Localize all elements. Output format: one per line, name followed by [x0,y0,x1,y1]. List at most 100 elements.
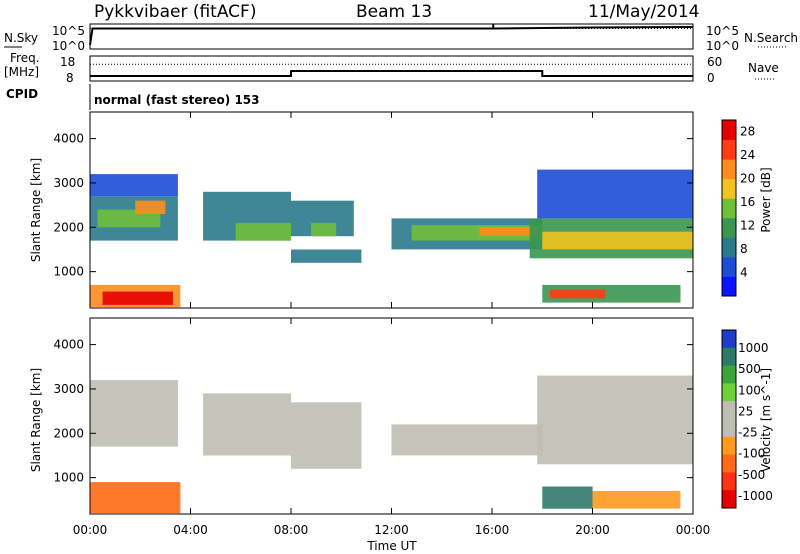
velocity-colorbar-segment [722,490,736,509]
freq-unit: [MHz] [4,65,39,79]
nsearch-label: N.Search [744,31,798,45]
velocity-band [592,490,681,509]
y-tick-label: 3000 [53,176,84,190]
power-band [135,200,166,214]
y-tick-label: 4000 [53,132,84,146]
time-x-axis: 00:00 04:00 08:00 12:00 16:00 20:00 00:00 [73,112,711,537]
velocity-band [291,402,362,469]
velocity-colorbar-segment [722,383,736,402]
velocity-colorbar-tick: -500 [738,468,765,482]
power-band [291,249,362,263]
beam-title: Beam 13 [356,2,432,22]
velocity-band [391,424,543,456]
velocity-colorbar-tick: 100 [738,383,761,397]
y-tick-label: 4000 [53,338,84,352]
power-colorbar-tick: 28 [740,125,755,139]
y-tick-label: 2000 [53,220,84,234]
velocity-colorbar-tick: 1000 [738,341,769,355]
velocity-data [90,375,693,514]
power-colorbar-frame [721,119,737,297]
velocity-band [537,375,693,465]
station-title: Pykkvibaer (fitACF) [94,2,256,22]
power-band [549,289,606,299]
velocity-colorbar-label: Velocity [m s^-1] [759,368,773,472]
x-tick-label: 00:00 [676,523,711,537]
x-tick-label: 12:00 [374,523,409,537]
velocity-colorbar-segment [722,347,736,367]
velocity-band [90,380,178,447]
power-panel: 1000 2000 3000 4000 Slant Range [km] 4 8 12 16… [29,111,773,309]
freq-strip-frame [89,55,694,82]
power-colorbar-segment [722,217,736,238]
velocity-colorbar-tick: -1000 [738,489,773,503]
nsearch-bottom-tick: 10^0 [706,39,739,53]
power-y-axis: 1000 2000 3000 4000 [53,132,693,279]
cpid-value: normal (fast stereo) 153 [94,93,260,107]
power-colorbar-label: Power [dB] [759,167,773,232]
power-band [537,169,693,219]
velocity-colorbar-segment [722,365,736,384]
velocity-colorbar-segment [722,401,736,420]
power-colorbar-segment [722,120,736,141]
date-title: 11/May/2014 [588,2,700,22]
power-colorbar-segment [722,237,736,258]
power-colorbar-segment [722,276,736,297]
freq-strip: Freq. [MHz] 18 8 60 0 Nave [4,51,779,85]
velocity-y-axis: 1000 2000 3000 4000 [53,338,693,485]
y-tick-label: 2000 [53,426,84,440]
power-colorbar-tick: 4 [740,266,748,280]
power-band [97,209,161,228]
x-tick-label: 16:00 [475,523,510,537]
velocity-colorbar-tick: -25 [738,426,758,440]
velocity-colorbar-segment [722,436,736,456]
cpid-label: CPID [6,87,38,101]
power-band [311,222,337,237]
power-colorbar-segment [722,159,736,180]
freq-series [90,63,693,77]
power-band [90,174,178,197]
velocity-colorbar-tick: 500 [738,362,761,376]
noise-series-line [89,26,694,46]
power-band [542,231,694,250]
nave-top-tick: 60 [707,55,722,69]
noise-series [89,24,694,46]
nsearch-top-tick: 10^5 [706,24,739,38]
freq-label: Freq. [10,51,40,65]
velocity-colorbar-segment [722,419,736,438]
velocity-panel: 1000 2000 3000 4000 00:00 04:00 08:00 12:00 16:… [29,112,773,553]
velocity-colorbar-frame [721,329,737,509]
power-colorbar-tick: 24 [740,148,755,162]
freq-top-tick: 18 [60,55,75,69]
noise-strip: N.Sky 10^5 10^0 10^5 10^0 N.Search [4,23,798,53]
velocity-colorbar-segment [722,472,736,491]
freq-series-line [90,70,693,77]
velocity-ylabel: Slant Range [km] [29,368,43,472]
power-band [102,291,173,305]
power-colorbar-tick: 8 [740,242,748,256]
velocity-colorbar-segment [722,330,736,349]
velocity-colorbar: 1000 500 100 25 -25 -100 -500 -1000 [721,329,773,509]
nsky-bottom-tick: 10^0 [52,39,85,53]
y-tick-label: 1000 [53,265,84,279]
nave-bottom-tick: 0 [707,71,715,85]
power-colorbar-tick: 12 [740,219,755,233]
x-tick-label: 00:00 [73,523,108,537]
velocity-colorbar-tick: 25 [738,404,753,418]
y-tick-label: 3000 [53,382,84,396]
velocity-colorbar-segment [722,454,736,473]
nave-label: Nave [748,61,779,75]
velocity-band [203,393,291,456]
power-colorbar: 4 8 12 16 20 24 28 [721,119,755,297]
power-colorbar-tick: 20 [740,172,755,186]
x-tick-label: 08:00 [274,523,309,537]
freq-bottom-tick: 8 [66,71,74,85]
x-tick-label: 04:00 [173,523,208,537]
velocity-colorbar-tick: -100 [738,447,765,461]
power-colorbar-segment [722,178,736,199]
power-ylabel: Slant Range [km] [29,158,43,262]
velocity-band [90,482,181,514]
noise-strip-frame [89,23,694,50]
power-band [235,222,291,241]
power-band [479,227,538,237]
